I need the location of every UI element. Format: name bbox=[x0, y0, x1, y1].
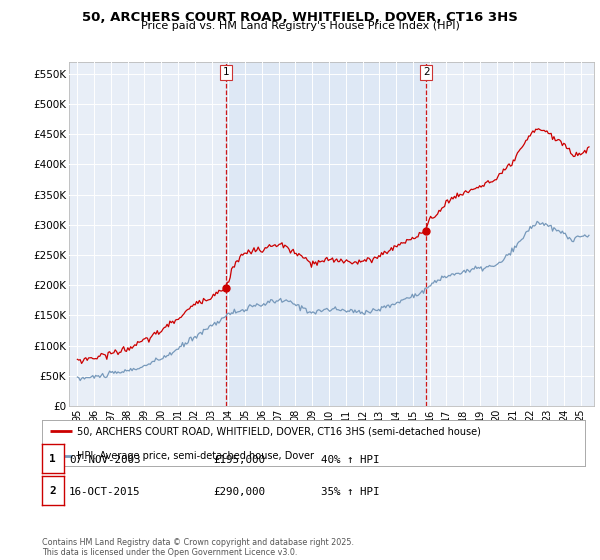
Text: 07-NOV-2003: 07-NOV-2003 bbox=[69, 455, 140, 465]
Text: 2: 2 bbox=[49, 486, 56, 496]
Text: Contains HM Land Registry data © Crown copyright and database right 2025.
This d: Contains HM Land Registry data © Crown c… bbox=[42, 538, 354, 557]
Text: HPI: Average price, semi-detached house, Dover: HPI: Average price, semi-detached house,… bbox=[77, 451, 314, 461]
Text: 50, ARCHERS COURT ROAD, WHITFIELD, DOVER, CT16 3HS: 50, ARCHERS COURT ROAD, WHITFIELD, DOVER… bbox=[82, 11, 518, 24]
Text: 16-OCT-2015: 16-OCT-2015 bbox=[69, 487, 140, 497]
Text: 2: 2 bbox=[423, 67, 430, 77]
Text: 40% ↑ HPI: 40% ↑ HPI bbox=[321, 455, 380, 465]
Text: £290,000: £290,000 bbox=[213, 487, 265, 497]
Text: 1: 1 bbox=[223, 67, 229, 77]
Text: Price paid vs. HM Land Registry's House Price Index (HPI): Price paid vs. HM Land Registry's House … bbox=[140, 21, 460, 31]
Text: £195,000: £195,000 bbox=[213, 455, 265, 465]
Text: 1: 1 bbox=[49, 454, 56, 464]
Bar bbox=[226, 62, 426, 406]
Text: 35% ↑ HPI: 35% ↑ HPI bbox=[321, 487, 380, 497]
Text: 50, ARCHERS COURT ROAD, WHITFIELD, DOVER, CT16 3HS (semi-detached house): 50, ARCHERS COURT ROAD, WHITFIELD, DOVER… bbox=[77, 427, 481, 436]
